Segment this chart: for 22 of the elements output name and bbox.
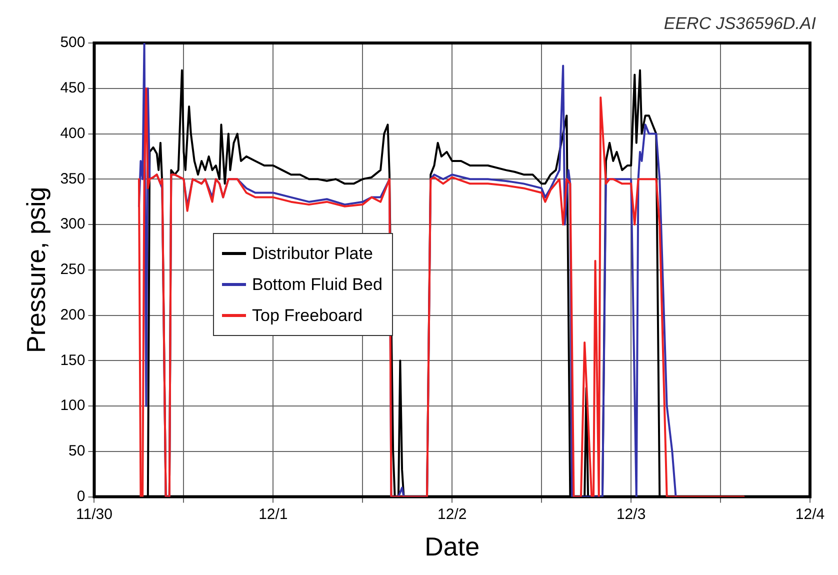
y-tick-label: 50 (68, 442, 86, 460)
legend-label: Top Freeboard (252, 305, 363, 327)
y-tick-label: 0 (76, 488, 86, 505)
x-tick-label: 12/3 (616, 506, 646, 523)
legend-label: Distributor Plate (252, 243, 373, 265)
x-tick-label: 12/1 (258, 506, 288, 523)
y-tick-label: 500 (60, 34, 86, 52)
y-tick-label: 200 (60, 306, 86, 324)
text: EERC JS36596D.AI (664, 14, 816, 34)
x-tick-label: 12/4 (795, 506, 825, 523)
y-tick-label: 100 (60, 397, 86, 414)
y-tick-label: 250 (60, 261, 86, 278)
y-tick-label: 350 (60, 170, 86, 188)
x-tick-label: 12/2 (438, 506, 467, 523)
y-axis-title: Pressure, psig (20, 186, 51, 353)
y-tick-label: 150 (60, 352, 86, 369)
y-tick-label: 300 (60, 216, 86, 233)
y-tick-label: 450 (60, 80, 86, 97)
y-tick-label: 400 (60, 124, 86, 142)
x-tick-label: 11/30 (76, 506, 112, 523)
legend-label: Bottom Fluid Bed (252, 274, 382, 296)
x-axis-title: Date (424, 532, 480, 562)
